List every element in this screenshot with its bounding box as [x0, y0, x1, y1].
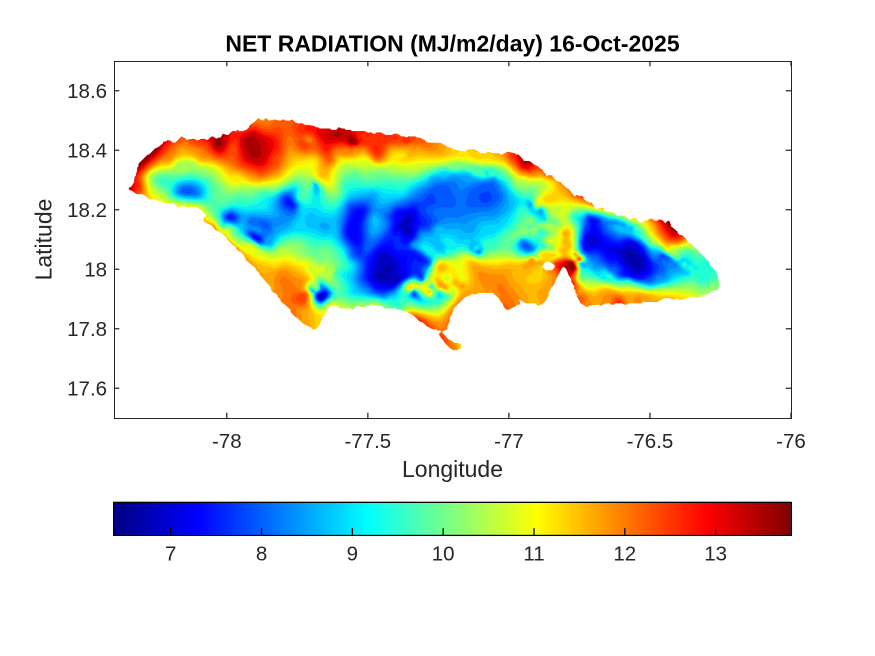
svg-text:-77.5: -77.5 — [344, 430, 391, 453]
svg-text:NET RADIATION (MJ/m2/day) 16-O: NET RADIATION (MJ/m2/day) 16-Oct-2025 — [225, 30, 679, 56]
svg-text:13: 13 — [704, 542, 727, 565]
svg-text:18: 18 — [84, 259, 107, 282]
svg-text:12: 12 — [613, 542, 636, 565]
svg-text:Latitude: Latitude — [30, 199, 56, 281]
svg-text:9: 9 — [347, 542, 358, 565]
svg-text:-77: -77 — [494, 430, 524, 453]
svg-text:11: 11 — [523, 542, 544, 565]
svg-text:-76: -76 — [776, 430, 806, 453]
svg-text:Longitude: Longitude — [402, 456, 503, 482]
svg-text:18.6: 18.6 — [67, 80, 107, 103]
svg-text:17.8: 17.8 — [67, 318, 107, 341]
svg-text:18.2: 18.2 — [67, 199, 107, 222]
svg-text:8: 8 — [256, 542, 267, 565]
svg-text:7: 7 — [165, 542, 176, 565]
svg-text:-78: -78 — [212, 430, 242, 453]
svg-text:17.6: 17.6 — [67, 378, 107, 401]
svg-text:-76.5: -76.5 — [627, 430, 674, 453]
svg-text:18.4: 18.4 — [67, 140, 107, 163]
svg-text:10: 10 — [432, 542, 455, 565]
